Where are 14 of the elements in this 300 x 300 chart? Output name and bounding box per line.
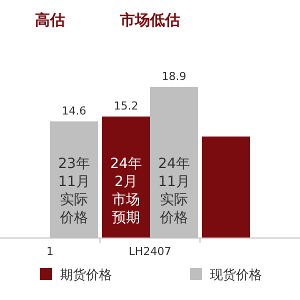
text: 市场低估: [119, 11, 180, 29]
x-tick-label: 1: [46, 245, 54, 258]
annotation: 24年11月实际价格: [158, 156, 190, 226]
bar: [202, 136, 250, 238]
x-tick-label: LH2407: [128, 245, 172, 258]
annotation: 24年2月市场预期: [110, 156, 142, 226]
legend-label: 期货价格: [60, 268, 112, 283]
data-label: 18.9: [162, 70, 186, 83]
data-label: 15.2: [114, 100, 138, 113]
data-label: 14.6: [62, 104, 86, 118]
text: 高估: [35, 11, 65, 29]
legend-label: 现货价格: [210, 268, 262, 283]
bar: [102, 116, 150, 238]
annotation: 23年11月实际价格: [58, 156, 90, 226]
